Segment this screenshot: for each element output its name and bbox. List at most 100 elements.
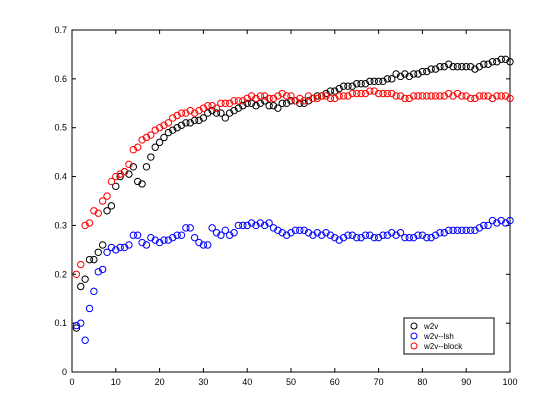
data-point: [274, 92, 282, 100]
data-point: [234, 97, 243, 105]
data-point: [331, 87, 339, 95]
data-point: [221, 114, 230, 122]
data-point: [304, 92, 313, 100]
legend-box: [403, 317, 495, 355]
data-point: [475, 224, 484, 232]
data-point: [204, 109, 212, 117]
data-point: [160, 121, 168, 129]
data-point: [309, 231, 317, 239]
data-point: [431, 92, 440, 100]
data-point: [269, 94, 278, 103]
data-point: [151, 236, 159, 244]
data-point: [458, 92, 466, 100]
data-point: [471, 226, 479, 235]
data-point: [142, 133, 151, 142]
data-point: [278, 89, 286, 98]
y-tick-label: 0.3: [54, 220, 67, 230]
data-point: [77, 260, 85, 269]
data-point: [85, 219, 94, 227]
data-point: [396, 72, 405, 81]
data-point: [212, 109, 221, 117]
data-point: [357, 233, 365, 242]
data-point: [129, 163, 138, 171]
series-w2v-lsh: [72, 216, 514, 344]
data-point: [300, 99, 308, 107]
data-point: [418, 231, 427, 239]
data-point: [190, 109, 199, 117]
data-point: [458, 226, 466, 235]
data-point: [243, 99, 251, 107]
data-point: [414, 92, 422, 100]
data-point: [125, 160, 133, 169]
data-point: [190, 116, 199, 125]
data-point: [177, 109, 186, 117]
data-point: [256, 219, 265, 227]
data-point: [501, 55, 510, 64]
data-point: [85, 304, 94, 313]
y-tick-label: 0: [62, 367, 67, 377]
data-point: [366, 77, 374, 86]
data-point: [296, 94, 304, 103]
data-point: [444, 226, 453, 235]
data-point: [344, 82, 352, 90]
data-point: [317, 92, 326, 100]
data-point: [94, 248, 102, 257]
data-point: [186, 224, 194, 232]
data-point: [392, 231, 400, 239]
data-point: [261, 92, 269, 100]
data-point: [103, 207, 111, 215]
legend-label: w2v: [423, 322, 438, 331]
data-point: [239, 102, 247, 110]
data-point: [269, 224, 278, 232]
data-point: [269, 102, 278, 110]
data-point: [225, 231, 234, 239]
data-point: [72, 321, 81, 330]
data-point: [501, 219, 510, 227]
data-point: [374, 233, 383, 242]
data-point: [217, 99, 225, 107]
data-point: [256, 99, 265, 107]
data-point: [431, 231, 440, 239]
y-tick-label: 0.4: [54, 172, 67, 182]
data-point: [234, 221, 243, 230]
data-point: [199, 104, 208, 112]
data-point: [151, 126, 159, 134]
data-point: [335, 92, 343, 100]
x-tick-label: 60: [330, 377, 340, 387]
data-point: [287, 92, 295, 100]
data-point: [488, 216, 497, 225]
data-point: [278, 99, 286, 107]
data-point: [313, 92, 321, 100]
data-point: [107, 202, 116, 210]
data-point: [138, 238, 146, 247]
data-point: [265, 94, 273, 103]
data-point: [488, 58, 497, 66]
data-point: [453, 62, 462, 71]
data-point: [212, 229, 221, 237]
data-point: [370, 87, 378, 95]
data-point: [405, 233, 413, 242]
data-point: [81, 336, 89, 344]
data-point: [392, 70, 400, 78]
data-point: [353, 89, 361, 98]
x-tick-label: 30: [198, 377, 208, 387]
series-w2v: [72, 55, 514, 332]
data-point: [169, 126, 177, 134]
data-point: [265, 102, 273, 110]
data-point: [300, 226, 308, 235]
data-point: [423, 92, 431, 100]
data-point: [440, 92, 448, 100]
data-point: [195, 238, 203, 247]
data-point: [462, 92, 470, 100]
data-point: [120, 167, 129, 176]
data-point: [247, 219, 256, 227]
series-layer: [72, 55, 514, 344]
data-point: [401, 233, 409, 242]
series-w2v-block: [72, 87, 514, 278]
data-point: [261, 97, 269, 105]
data-point: [98, 265, 107, 274]
data-point: [458, 62, 466, 71]
data-point: [147, 233, 155, 242]
data-point: [383, 75, 392, 83]
